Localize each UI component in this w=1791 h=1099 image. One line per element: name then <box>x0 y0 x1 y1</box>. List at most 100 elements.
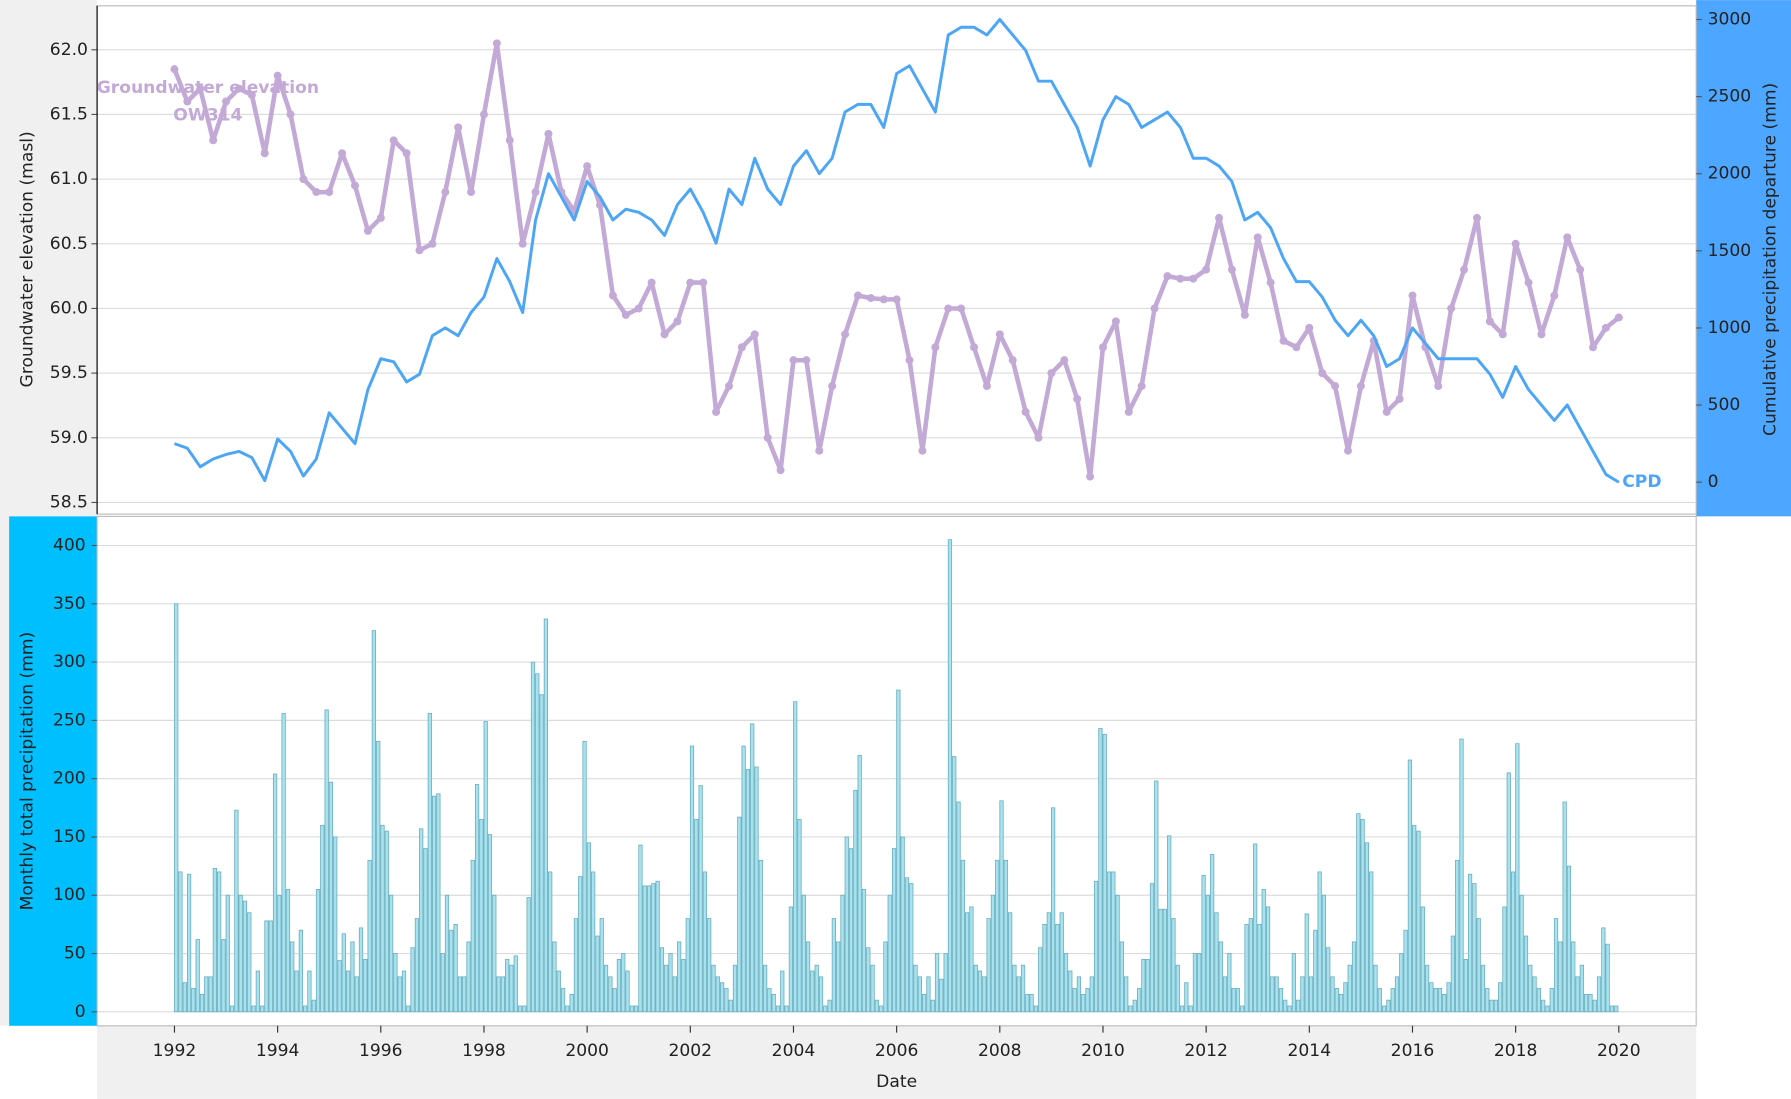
bar <box>969 906 974 1013</box>
bar <box>1605 943 1610 1013</box>
bar <box>784 1005 789 1013</box>
bar <box>917 976 922 1013</box>
bar <box>642 885 647 1013</box>
bar <box>664 964 669 1013</box>
series-marker <box>737 343 746 352</box>
bar <box>578 876 583 1013</box>
bar <box>1227 953 1232 1013</box>
bar <box>758 859 763 1013</box>
tick-label: 2500 <box>1708 87 1752 107</box>
bar <box>1162 908 1168 1013</box>
bar <box>1476 918 1481 1013</box>
bar <box>763 964 768 1013</box>
bar <box>492 894 497 1013</box>
bar <box>1377 988 1382 1013</box>
bar <box>324 709 329 1013</box>
bar <box>350 941 355 1013</box>
bar <box>1063 953 1069 1013</box>
series-marker <box>376 213 385 222</box>
bar <box>960 859 965 1013</box>
series-marker <box>209 136 218 145</box>
bar <box>879 1005 884 1013</box>
bar <box>260 1005 265 1013</box>
bar <box>303 1005 308 1013</box>
series-marker <box>673 317 682 326</box>
bar <box>419 828 424 1013</box>
bar <box>1369 871 1374 1013</box>
bar <box>805 941 811 1013</box>
bar <box>530 661 536 1013</box>
series-marker <box>286 110 295 119</box>
bar <box>1020 964 1026 1013</box>
left-panel-top <box>0 0 98 517</box>
series-marker <box>815 446 824 455</box>
bar <box>212 868 217 1013</box>
bar <box>1609 1005 1615 1013</box>
bar <box>1214 912 1219 1013</box>
bar <box>767 988 772 1013</box>
bar <box>1132 999 1137 1013</box>
bar <box>315 889 321 1013</box>
y2-axis-label: Cumulative precipitation departure (mm) <box>1760 83 1780 436</box>
bar <box>956 801 961 1013</box>
bar <box>1076 976 1082 1013</box>
bar <box>1240 1005 1245 1013</box>
series-marker <box>1021 407 1030 416</box>
bar <box>668 953 673 1013</box>
bar <box>1059 912 1064 1013</box>
bar <box>909 883 914 1013</box>
top-plot-area <box>96 5 1697 515</box>
bar <box>947 539 953 1013</box>
bar <box>771 993 776 1013</box>
bar <box>1188 1005 1193 1013</box>
bar <box>1136 988 1142 1013</box>
bar <box>225 894 230 1013</box>
bar <box>1433 988 1438 1013</box>
bar <box>681 958 686 1013</box>
bar <box>320 824 325 1013</box>
bar <box>1382 1005 1387 1013</box>
bar <box>272 773 278 1013</box>
bar <box>922 993 927 1013</box>
bar <box>466 941 471 1013</box>
series-marker <box>441 188 450 197</box>
bar <box>999 800 1004 1013</box>
bar <box>1584 993 1589 1013</box>
bar <box>995 859 1000 1013</box>
bar <box>255 970 260 1013</box>
bar <box>247 912 252 1013</box>
series-marker <box>454 123 463 132</box>
bar <box>1506 772 1511 1013</box>
bar <box>1265 906 1271 1013</box>
bar <box>487 834 493 1013</box>
bar <box>539 694 544 1013</box>
series-marker <box>531 188 540 197</box>
bar <box>1351 941 1357 1013</box>
bar <box>651 883 656 1013</box>
bar <box>1313 929 1318 1013</box>
bar <box>500 976 505 1013</box>
series-marker <box>1150 304 1159 313</box>
bar <box>423 848 428 1013</box>
bar <box>440 953 445 1013</box>
series-marker <box>1589 343 1598 352</box>
series-marker <box>982 382 991 391</box>
bar <box>1592 999 1597 1013</box>
bar <box>1446 982 1451 1013</box>
series-marker <box>467 188 476 197</box>
bar <box>1579 964 1584 1013</box>
series-marker <box>931 343 940 352</box>
x-axis-label: Date <box>876 1072 917 1092</box>
series-marker <box>828 382 837 391</box>
bar <box>1003 859 1008 1013</box>
bar <box>186 873 192 1013</box>
bar <box>1231 988 1236 1013</box>
bar <box>548 871 553 1013</box>
bar <box>672 976 677 1013</box>
bar <box>1287 1005 1292 1013</box>
series-marker <box>1408 291 1417 300</box>
bar <box>1596 976 1602 1013</box>
series-marker <box>196 84 205 93</box>
bar <box>229 1005 235 1013</box>
bar <box>221 939 226 1013</box>
